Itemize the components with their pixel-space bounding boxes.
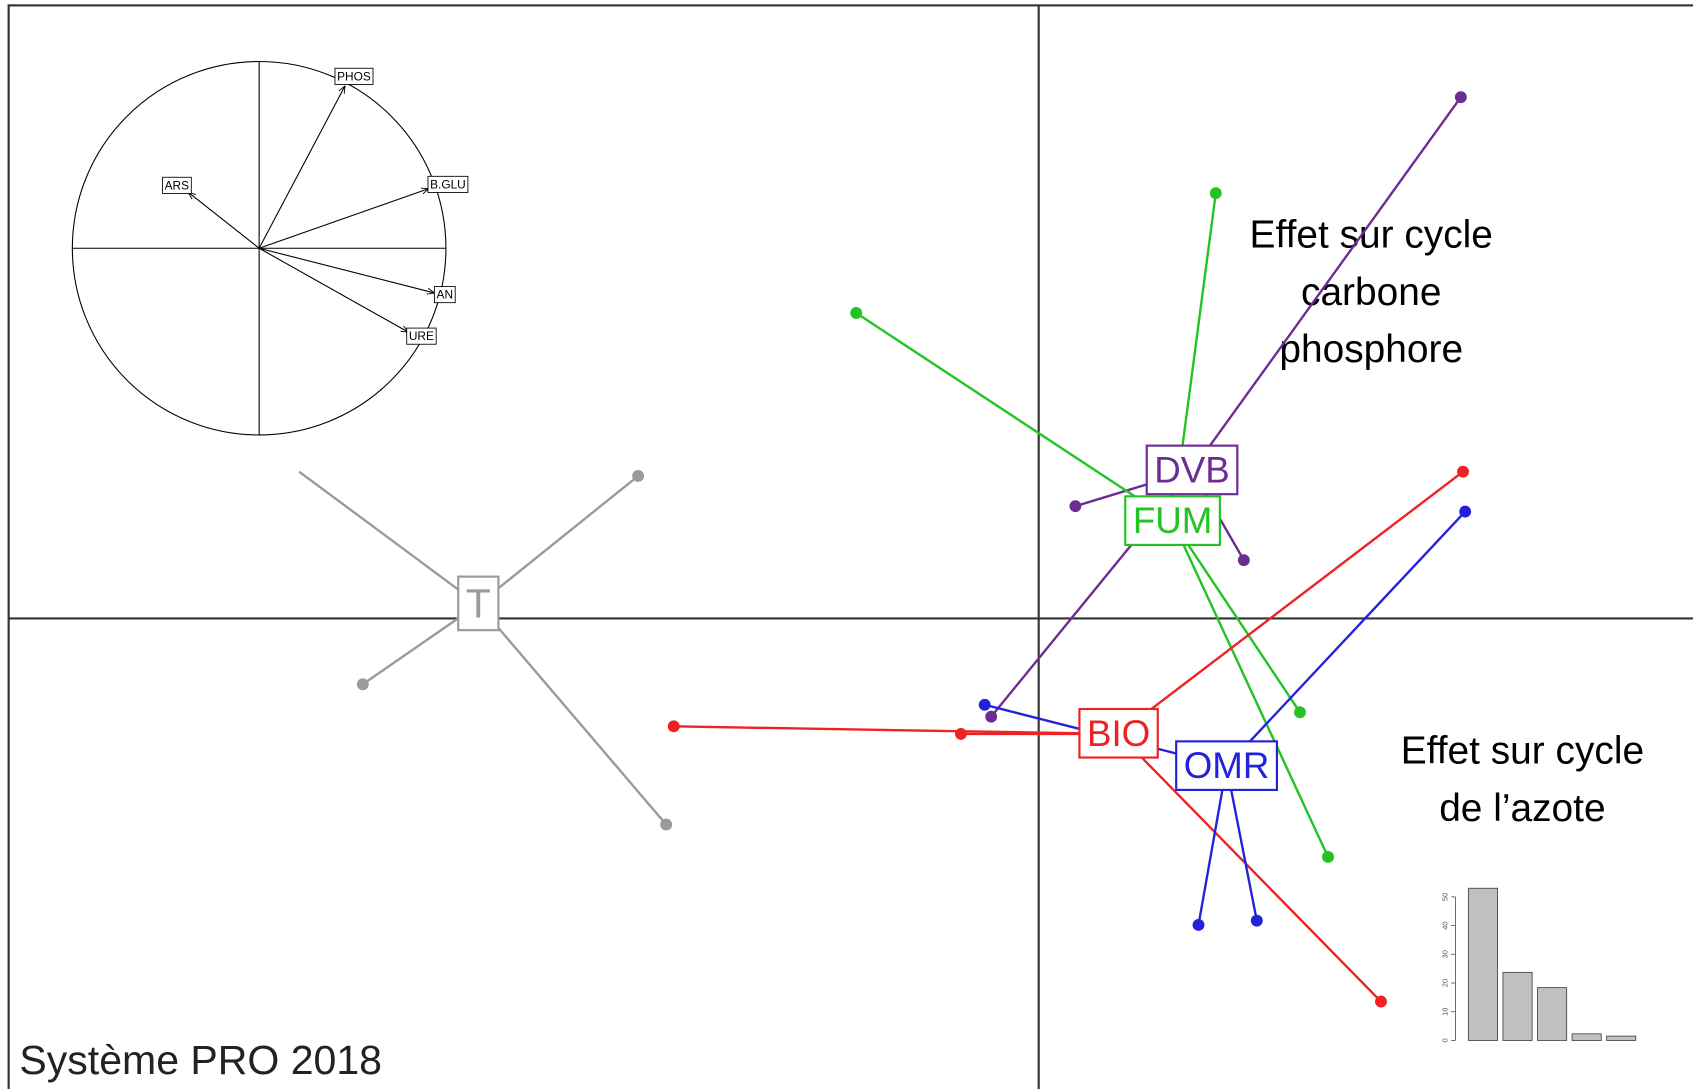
variable-label: ARS <box>165 178 189 192</box>
variable-label-box <box>433 286 456 304</box>
group-label: DVB <box>1154 449 1229 490</box>
group-label: FUM <box>1133 500 1212 541</box>
star-segment <box>1171 520 1330 858</box>
loading-arrow <box>258 247 408 332</box>
star-segment <box>477 475 639 606</box>
point <box>978 698 991 711</box>
star-segment <box>1225 510 1467 768</box>
y-tick-label: 30 <box>1441 950 1450 958</box>
y-tick-label: 40 <box>1441 921 1450 929</box>
group-label: OMR <box>1184 745 1270 786</box>
bar <box>1571 1033 1602 1041</box>
loading-arrow <box>188 192 260 249</box>
variable-label: B.GLU <box>430 177 466 191</box>
loading-arrow <box>258 188 429 249</box>
star-segment <box>1197 766 1228 926</box>
point <box>1237 554 1250 567</box>
annotation: carbone <box>1301 271 1441 314</box>
y-tick-label: 20 <box>1441 979 1450 987</box>
y-tick-label: 10 <box>1441 1008 1450 1016</box>
group-label-box <box>1175 740 1279 791</box>
variable-label-box <box>406 327 437 345</box>
point <box>1454 91 1467 104</box>
group-label: BIO <box>1087 713 1150 754</box>
point <box>1294 706 1306 719</box>
variable-label-box <box>162 176 192 194</box>
group-label: T <box>466 580 491 626</box>
point <box>1209 187 1222 200</box>
plot-frame <box>7 4 1693 1089</box>
point <box>1459 505 1472 518</box>
variable-label-box <box>334 67 374 85</box>
group-label-box <box>1124 495 1221 546</box>
bar <box>1537 987 1568 1041</box>
group-label-box <box>1145 444 1239 496</box>
point <box>667 720 680 733</box>
y-tick-label: 50 <box>1441 893 1450 901</box>
star-segment <box>1117 733 1382 1003</box>
annotation: Effet sur cycle <box>1401 730 1644 773</box>
point <box>660 818 673 831</box>
bar <box>1467 887 1499 1041</box>
point <box>985 710 998 723</box>
point <box>1250 914 1263 927</box>
point <box>1192 919 1205 931</box>
point <box>1457 465 1469 478</box>
footer: Système PRO 2018 <box>19 1037 382 1083</box>
star-segment <box>855 312 1174 523</box>
variable-label: PHOS <box>337 69 371 83</box>
variable-label: URE <box>409 329 434 343</box>
annotation: phosphore <box>1279 328 1463 371</box>
loading-arrow <box>258 86 345 249</box>
bar <box>1502 971 1533 1041</box>
point <box>1375 995 1387 1008</box>
y-tick-label: 0 <box>1441 1038 1450 1042</box>
point <box>356 678 369 691</box>
group-label-box <box>457 575 500 632</box>
star-segment <box>1191 96 1462 472</box>
bar <box>1606 1035 1637 1041</box>
loading-arrow <box>258 247 435 293</box>
point <box>955 727 967 740</box>
star-segment <box>477 603 668 826</box>
point <box>632 470 645 482</box>
star-segment <box>673 725 1119 736</box>
variable-label-box <box>427 175 469 193</box>
star-segment <box>298 470 480 606</box>
group-label-box <box>1078 707 1159 759</box>
star-segment <box>1225 766 1258 921</box>
star-segment <box>1171 520 1301 713</box>
point <box>850 307 863 319</box>
variable-label: AN <box>437 288 453 302</box>
point <box>1069 500 1082 513</box>
point <box>1322 851 1334 863</box>
star-segment <box>1117 470 1464 735</box>
annotation: de l’azote <box>1439 787 1605 830</box>
